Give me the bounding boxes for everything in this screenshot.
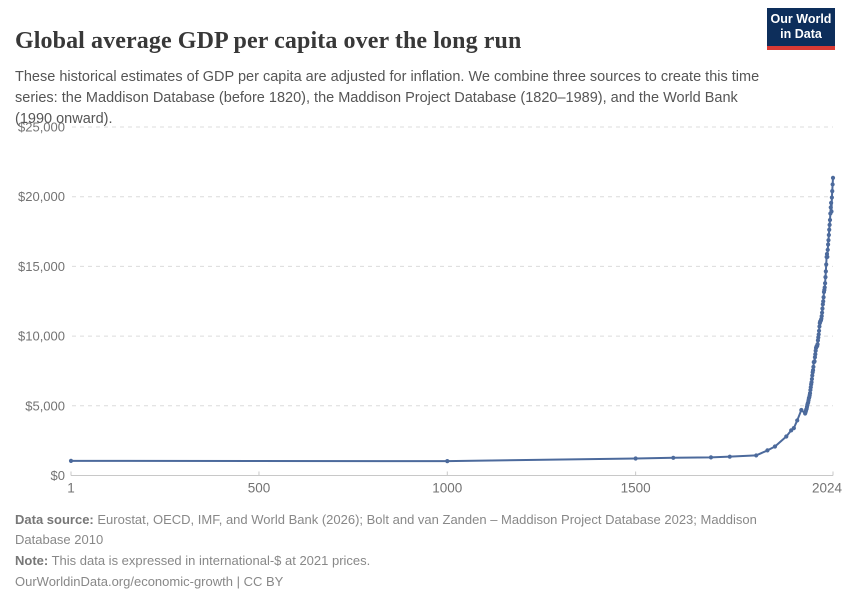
data-point [817, 324, 822, 329]
data-point [829, 200, 834, 205]
data-point [772, 444, 778, 449]
y-tick-label: $5,000 [25, 398, 65, 413]
gdp-line-chart[interactable]: $0$5,000$10,000$15,000$20,000$25,000 1 50… [0, 115, 850, 505]
gdp-line [70, 176, 834, 463]
citation-line: OurWorldinData.org/economic-growth | CC … [15, 572, 815, 592]
x-axis: 1 500 1000 1500 2024 [67, 471, 843, 496]
x-tick-label: 500 [248, 481, 271, 496]
data-point [816, 332, 821, 337]
data-point [819, 314, 824, 319]
note-label: Note: [15, 553, 49, 568]
world-gdp-line-series [68, 175, 836, 464]
data-source-text: Eurostat, OECD, IMF, and World Bank (202… [15, 512, 757, 547]
data-point [815, 342, 820, 347]
y-tick-label: $20,000 [18, 189, 65, 204]
y-tick-label: $15,000 [18, 259, 65, 274]
data-source-line: Data source: Eurostat, OECD, IMF, and Wo… [15, 510, 815, 550]
y-tick-label: $0 [51, 468, 65, 483]
data-point [829, 209, 834, 214]
x-tick-label: 2024 [812, 481, 843, 496]
data-point [807, 391, 813, 396]
data-point [830, 175, 836, 180]
data-point [813, 352, 818, 357]
data-point [816, 328, 822, 333]
data-point [445, 459, 450, 464]
data-source-label: Data source: [15, 512, 94, 527]
data-point [822, 281, 828, 286]
owid-logo-line1: Our World [770, 12, 832, 26]
x-tick-label: 1500 [621, 481, 651, 496]
data-point [784, 434, 789, 439]
citation-link[interactable]: OurWorldinData.org/economic-growth [15, 574, 233, 589]
y-tick-label: $25,000 [18, 120, 65, 135]
x-tick-label: 1000 [432, 481, 462, 496]
data-point [827, 222, 832, 227]
data-point [816, 335, 821, 340]
x-tick-label: 1 [67, 481, 75, 496]
data-point [819, 310, 825, 315]
chart-subtitle: These historical estimates of GDP per ca… [15, 68, 760, 127]
data-point [827, 227, 832, 232]
data-point [671, 455, 676, 460]
chart-area[interactable]: $0 $5,000 $10,000 $15,000 $20,000 $25,000 1 50… [0, 115, 850, 505]
data-point [765, 448, 770, 453]
data-point [828, 205, 833, 210]
citation-license: | CC BY [232, 574, 284, 589]
data-point [810, 368, 816, 373]
y-axis-labels: $0 $5,000 $10,000 $15,000 $20,000 $25,000 [18, 120, 65, 484]
data-point [809, 376, 815, 382]
data-point [826, 232, 831, 238]
data-point [821, 299, 826, 304]
note-text: This data is expressed in international-… [48, 553, 371, 568]
owid-logo-line2: in Data [780, 27, 822, 41]
data-point [823, 269, 828, 274]
data-point [830, 189, 835, 194]
data-point [812, 359, 817, 364]
data-point [824, 262, 829, 267]
data-point [795, 418, 800, 423]
data-point [708, 455, 714, 460]
note-line: Note: This data is expressed in internat… [15, 551, 815, 571]
data-point [829, 195, 834, 200]
data-point [799, 407, 804, 413]
data-point [821, 295, 826, 300]
data-point [825, 247, 830, 252]
data-point [822, 285, 827, 290]
page-title: Global average GDP per capita over the l… [15, 28, 522, 55]
data-point [809, 380, 814, 385]
owid-logo[interactable]: Our World in Data [767, 8, 835, 50]
data-point [810, 373, 815, 378]
chart-footer: Data source: Eurostat, OECD, IMF, and Wo… [15, 510, 815, 593]
data-point [811, 364, 816, 370]
data-point [826, 242, 831, 247]
data-point [754, 453, 759, 458]
gridlines [72, 126, 833, 407]
data-point [791, 426, 796, 431]
data-point [826, 238, 831, 243]
data-point [727, 454, 732, 459]
data-point [812, 355, 818, 360]
data-point [823, 275, 828, 280]
data-point [830, 182, 835, 187]
data-point [633, 456, 638, 461]
data-point [825, 254, 830, 260]
data-point [68, 458, 74, 463]
data-point [820, 306, 825, 311]
y-tick-label: $10,000 [18, 329, 65, 344]
data-point [827, 217, 833, 223]
